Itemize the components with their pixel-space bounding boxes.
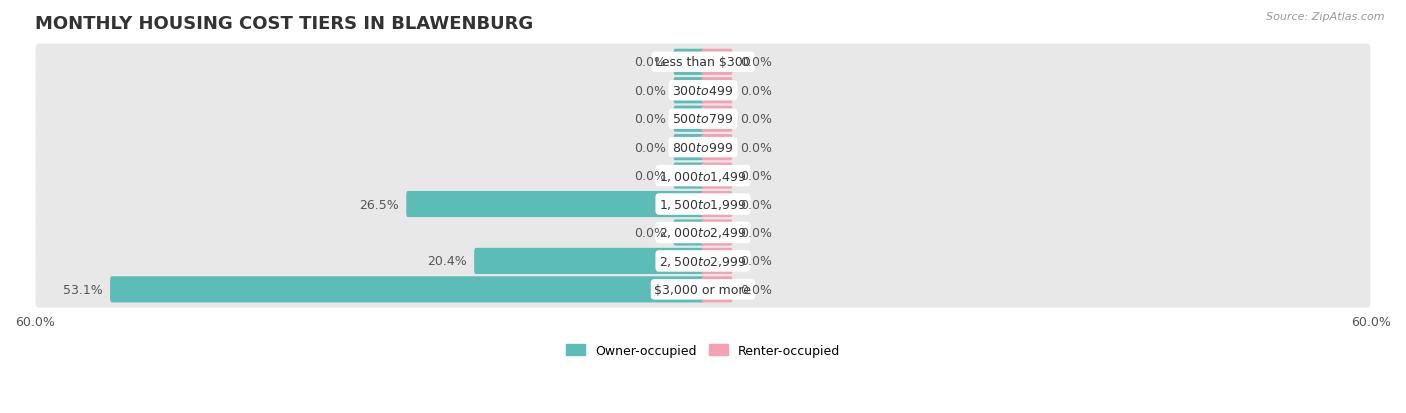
FancyBboxPatch shape — [673, 135, 704, 161]
FancyBboxPatch shape — [35, 130, 1371, 166]
Text: $1,500 to $1,999: $1,500 to $1,999 — [659, 197, 747, 211]
Text: 0.0%: 0.0% — [740, 56, 772, 69]
FancyBboxPatch shape — [702, 163, 733, 189]
FancyBboxPatch shape — [35, 271, 1371, 308]
Text: 0.0%: 0.0% — [740, 141, 772, 154]
Text: Source: ZipAtlas.com: Source: ZipAtlas.com — [1267, 12, 1385, 22]
FancyBboxPatch shape — [702, 220, 733, 246]
Text: $3,000 or more: $3,000 or more — [655, 283, 751, 296]
Text: 0.0%: 0.0% — [634, 141, 666, 154]
FancyBboxPatch shape — [673, 50, 704, 76]
FancyBboxPatch shape — [110, 277, 704, 303]
FancyBboxPatch shape — [35, 73, 1371, 109]
FancyBboxPatch shape — [702, 248, 733, 274]
FancyBboxPatch shape — [702, 277, 733, 303]
FancyBboxPatch shape — [702, 107, 733, 133]
Text: 20.4%: 20.4% — [427, 255, 467, 268]
Text: 0.0%: 0.0% — [740, 283, 772, 296]
FancyBboxPatch shape — [673, 78, 704, 104]
Text: $500 to $799: $500 to $799 — [672, 113, 734, 126]
FancyBboxPatch shape — [35, 215, 1371, 251]
Text: 26.5%: 26.5% — [360, 198, 399, 211]
Text: $2,500 to $2,999: $2,500 to $2,999 — [659, 254, 747, 268]
FancyBboxPatch shape — [474, 248, 704, 274]
FancyBboxPatch shape — [702, 192, 733, 218]
FancyBboxPatch shape — [673, 163, 704, 189]
Text: 0.0%: 0.0% — [634, 113, 666, 126]
FancyBboxPatch shape — [702, 50, 733, 76]
FancyBboxPatch shape — [35, 158, 1371, 195]
FancyBboxPatch shape — [673, 220, 704, 246]
FancyBboxPatch shape — [35, 45, 1371, 81]
FancyBboxPatch shape — [35, 243, 1371, 280]
Legend: Owner-occupied, Renter-occupied: Owner-occupied, Renter-occupied — [561, 339, 845, 362]
Text: 0.0%: 0.0% — [634, 226, 666, 240]
Text: 0.0%: 0.0% — [634, 170, 666, 183]
FancyBboxPatch shape — [673, 107, 704, 133]
Text: 0.0%: 0.0% — [634, 56, 666, 69]
FancyBboxPatch shape — [406, 192, 704, 218]
FancyBboxPatch shape — [35, 101, 1371, 138]
Text: MONTHLY HOUSING COST TIERS IN BLAWENBURG: MONTHLY HOUSING COST TIERS IN BLAWENBURG — [35, 15, 533, 33]
Text: $2,000 to $2,499: $2,000 to $2,499 — [659, 226, 747, 240]
Text: 0.0%: 0.0% — [740, 255, 772, 268]
FancyBboxPatch shape — [702, 78, 733, 104]
Text: Less than $300: Less than $300 — [655, 56, 751, 69]
Text: 0.0%: 0.0% — [740, 226, 772, 240]
Text: $800 to $999: $800 to $999 — [672, 141, 734, 154]
Text: 0.0%: 0.0% — [634, 85, 666, 97]
Text: 0.0%: 0.0% — [740, 170, 772, 183]
Text: $1,000 to $1,499: $1,000 to $1,499 — [659, 169, 747, 183]
FancyBboxPatch shape — [35, 186, 1371, 223]
Text: 0.0%: 0.0% — [740, 85, 772, 97]
Text: 0.0%: 0.0% — [740, 113, 772, 126]
Text: $300 to $499: $300 to $499 — [672, 85, 734, 97]
Text: 0.0%: 0.0% — [740, 198, 772, 211]
Text: 53.1%: 53.1% — [63, 283, 103, 296]
FancyBboxPatch shape — [702, 135, 733, 161]
